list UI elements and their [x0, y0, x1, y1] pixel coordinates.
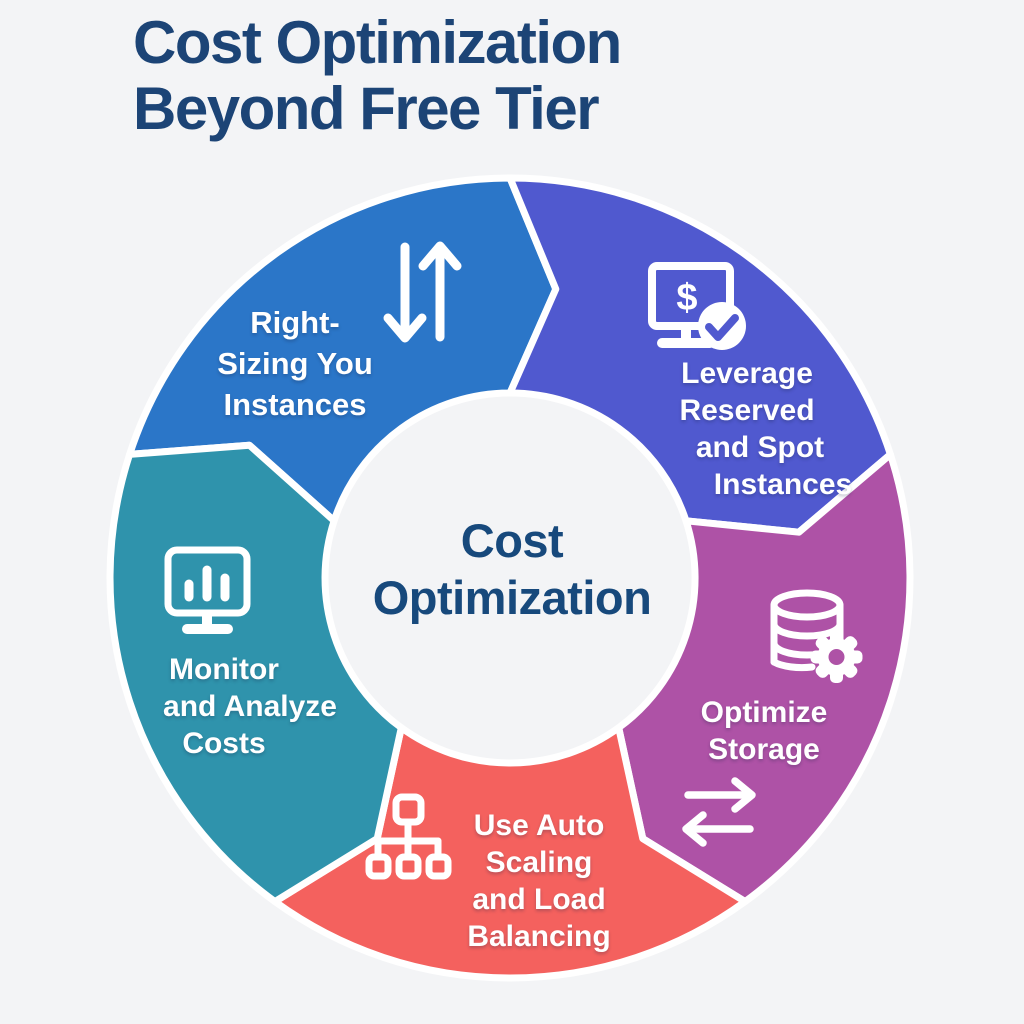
- label-line: Costs: [182, 727, 266, 760]
- check-badge-circle: [698, 302, 746, 350]
- page-title-line-2: Beyond Free Tier: [133, 75, 600, 142]
- ring-segments: [106, 174, 914, 982]
- dollar-sign: $: [676, 277, 697, 319]
- down-arrow-head: [383, 313, 427, 343]
- label-line: Leverage: [681, 357, 813, 390]
- page-title-line-1: Cost Optimization: [133, 9, 622, 76]
- label-line: Optimize: [700, 696, 828, 729]
- label-line: and Analyze: [163, 690, 337, 723]
- segment-label-leverage-reserved-spot: Leverage Reserved and Spot Instances: [637, 355, 857, 503]
- label-line: Monitor: [169, 653, 279, 686]
- page-title: Cost Optimization Beyond Free Tier: [133, 10, 893, 142]
- label-line: Use Auto: [473, 809, 605, 842]
- up-down-arrows-icon: [383, 241, 462, 343]
- left-arrow-head: [682, 811, 707, 847]
- up-arrow-head: [418, 241, 462, 271]
- bar-chart-monitor-icon: [164, 546, 251, 634]
- label-line: Instances: [223, 387, 367, 422]
- hierarchy-leaf-node: [365, 853, 392, 880]
- database-bottom-arc: [770, 658, 816, 672]
- database-gear-icon: [770, 589, 863, 683]
- gear-hole: [828, 649, 845, 665]
- label-line: and Spot: [695, 431, 825, 464]
- label-line: Scaling: [485, 846, 593, 879]
- segment-label-right-sizing: Right- Sizing You Instances: [165, 302, 425, 425]
- right-arrow-head: [731, 777, 756, 813]
- label-line: Instances: [713, 468, 853, 501]
- label-line: and Load: [472, 883, 606, 916]
- hierarchy-leaf-node: [425, 853, 452, 880]
- label-line: Storage: [708, 733, 820, 766]
- segment-auto-scaling-load-balancing: [271, 724, 749, 982]
- label-line: Sizing You: [217, 346, 373, 381]
- center-label-line-2: Optimization: [372, 571, 652, 624]
- segment-label-optimize-storage: Optimize Storage: [654, 694, 874, 768]
- gear-icon: [810, 631, 863, 683]
- center-label: Cost Optimization: [302, 512, 722, 626]
- segment-label-auto-scaling: Use Auto Scaling and Load Balancing: [429, 807, 649, 955]
- hierarchy-leaf-node: [395, 853, 422, 880]
- hierarchy-icon: [365, 793, 452, 880]
- check-mark-icon: [705, 314, 739, 341]
- center-label-line-1: Cost: [460, 514, 564, 567]
- label-line: Right-: [250, 305, 340, 340]
- segment-leverage-reserved-spot: [506, 174, 894, 536]
- database-mid-arc-1: [770, 620, 844, 640]
- segment-optimize-storage: [615, 450, 914, 906]
- swap-arrows-icon: [682, 777, 756, 847]
- label-line: Reserved: [679, 394, 815, 427]
- label-line: Balancing: [467, 920, 611, 953]
- segment-label-monitor-costs: Monitor and Analyze Costs: [94, 651, 354, 762]
- segment-monitor-analyze-costs: [106, 441, 405, 906]
- monitor-dollar-check-icon: $: [648, 262, 746, 350]
